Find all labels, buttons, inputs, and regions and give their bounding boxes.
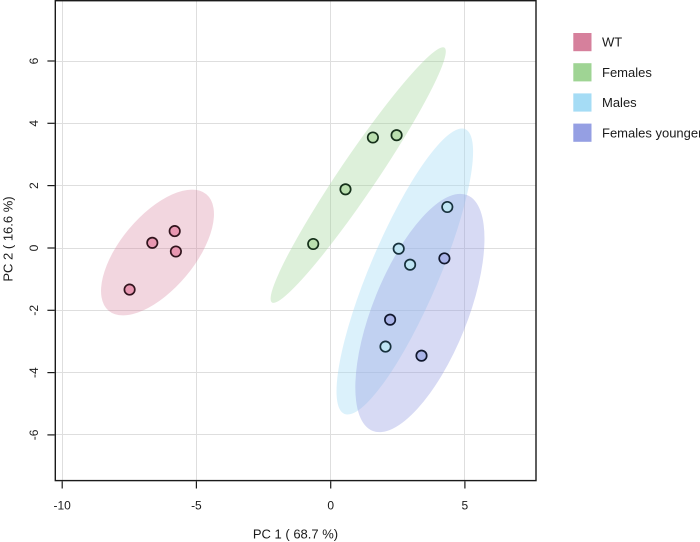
svg-text:5: 5 bbox=[462, 499, 469, 513]
svg-text:Males: Males bbox=[602, 95, 637, 110]
svg-text:-2: -2 bbox=[27, 305, 41, 316]
svg-text:PC 2 ( 16.6 %): PC 2 ( 16.6 %) bbox=[1, 196, 16, 281]
svg-text:Females: Females bbox=[602, 65, 652, 80]
svg-text:4: 4 bbox=[27, 120, 41, 127]
svg-text:-5: -5 bbox=[191, 499, 202, 513]
svg-text:-6: -6 bbox=[27, 429, 41, 440]
svg-text:WT: WT bbox=[602, 35, 622, 50]
svg-text:0: 0 bbox=[27, 244, 41, 251]
svg-text:6: 6 bbox=[27, 57, 41, 64]
svg-text:-4: -4 bbox=[27, 367, 41, 378]
svg-text:0: 0 bbox=[327, 499, 334, 513]
svg-text:PC 1 ( 68.7 %): PC 1 ( 68.7 %) bbox=[253, 527, 338, 542]
svg-text:-10: -10 bbox=[54, 499, 72, 513]
svg-text:Females younger: Females younger bbox=[602, 125, 700, 140]
svg-text:2: 2 bbox=[27, 182, 41, 189]
